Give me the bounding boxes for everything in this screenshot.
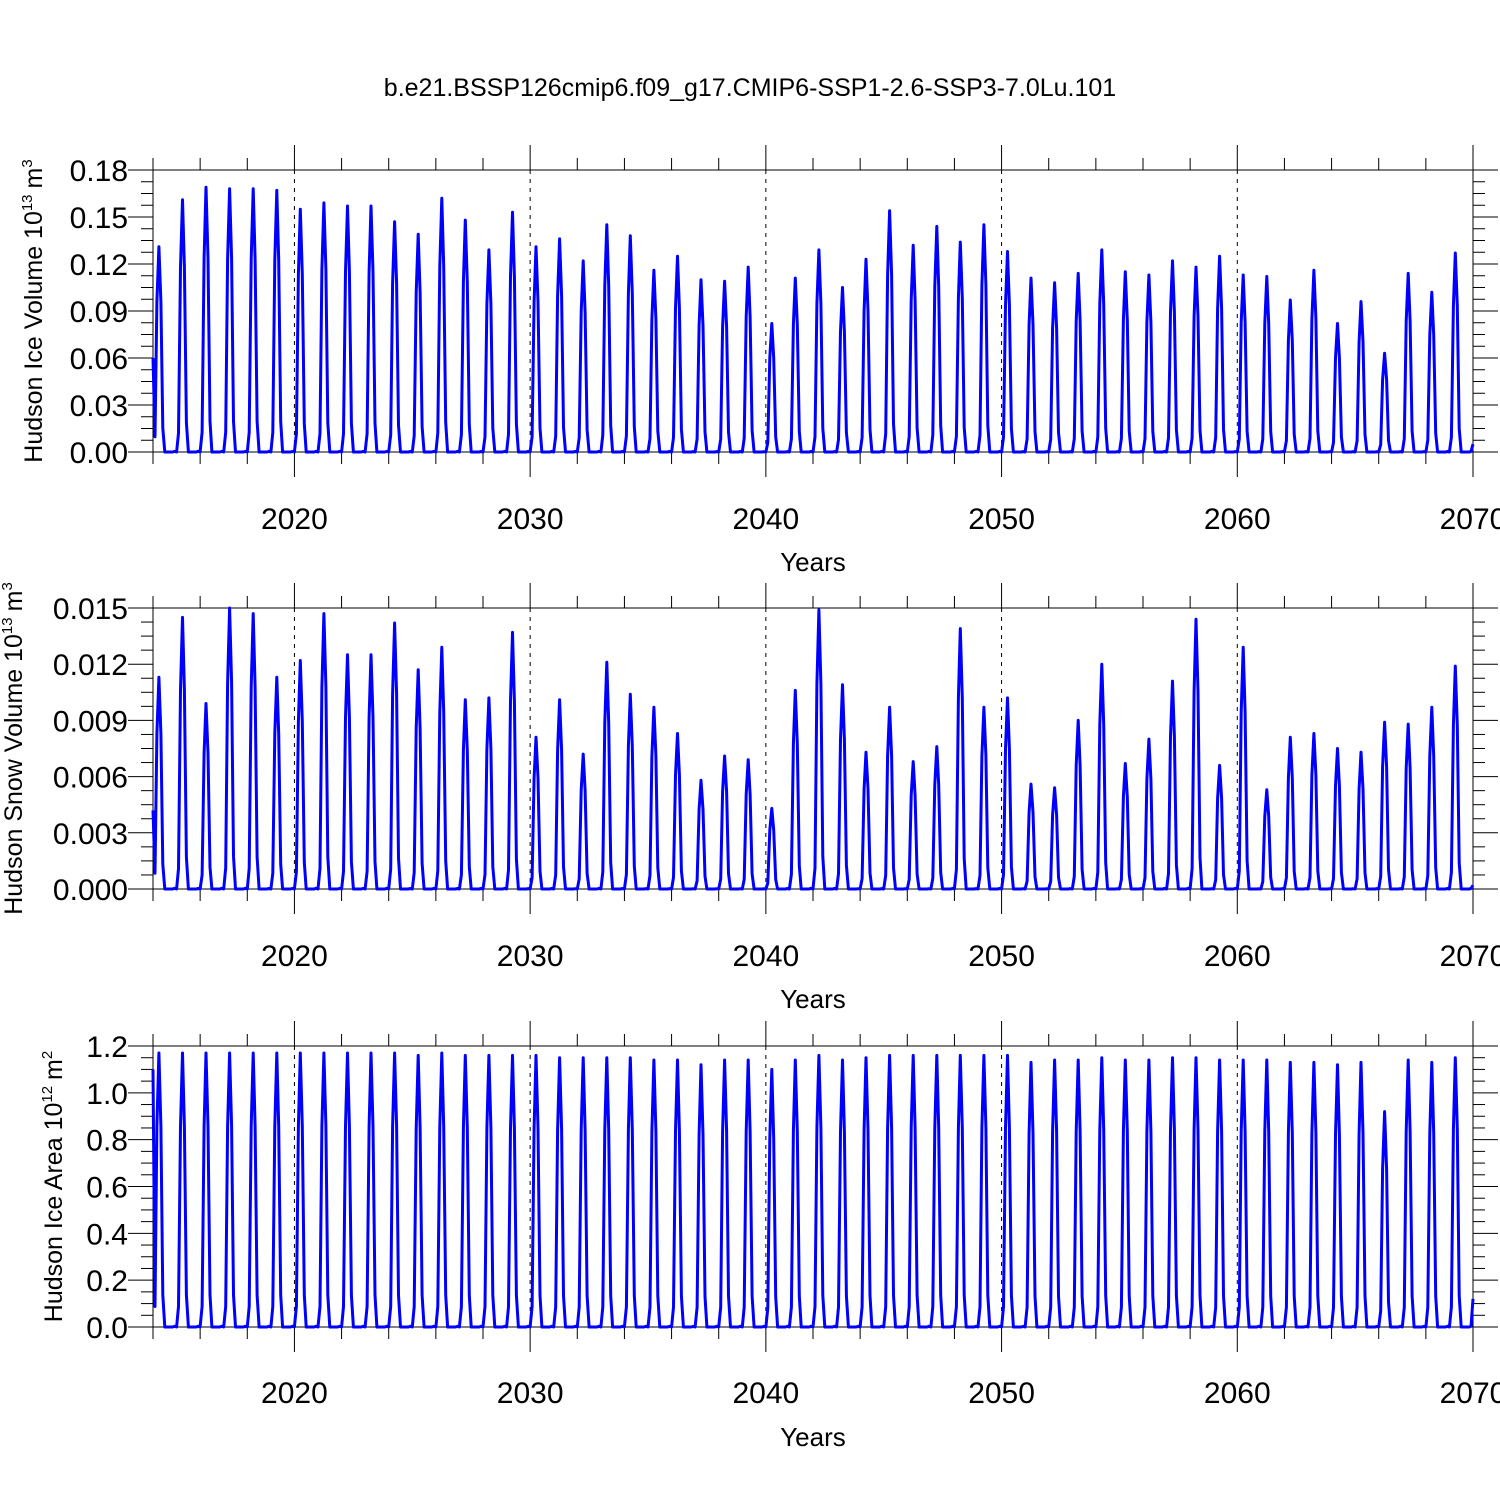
y-tick-label: 1.2 [86,1031,128,1064]
y-tick-label: 0.4 [86,1218,128,1251]
y-axis-label-unit: m [20,168,48,189]
x-tick-label: 2020 [261,503,328,536]
y-axis-label-exponent: 12 [39,1086,56,1103]
x-tick-label: 2040 [732,1377,799,1410]
y-axis-label: Hudson Ice Area 1012 m2 [39,1051,68,1322]
series-line [151,1051,1475,1329]
panel-2: 0.000 0.003 0.006 0.009 0.012 0.015 2020 2030 20… [0,582,1500,1014]
x-tick-label: 2070 [1440,503,1500,536]
y-tick-label: 0.2 [86,1265,128,1298]
y-tick-label: 0.012 [53,649,128,682]
y-tick-label: 0.6 [86,1172,128,1205]
y-tick-label: 0.015 [53,593,128,626]
x-tick-label: 2060 [1204,503,1271,536]
y-axis-label-unit-exponent: 3 [0,582,16,590]
x-tick-label: 2020 [261,940,328,973]
y-axis-label: Hudson Ice Volume 1013 m3 [19,159,48,462]
series-line [151,606,1475,891]
y-tick-label: 0.006 [53,762,128,795]
y-axis-label: Hudson Snow Volume 1013 m3 [0,582,28,915]
x-tick-label: 2070 [1440,940,1500,973]
y-tick-label: 0.000 [53,874,128,907]
y-axis-label-exponent: 13 [0,617,16,634]
y-tick-label: 1.0 [86,1078,128,1111]
x-tick-label: 2050 [968,503,1035,536]
x-tick-label: 2050 [968,940,1035,973]
y-axis-label-exponent: 13 [19,194,36,211]
y-axis-label-unit: m [40,1059,68,1080]
x-tick-label: 2070 [1440,1377,1500,1410]
x-axis-label: Years [780,547,846,577]
x-axis-label: Years [780,1422,846,1452]
y-tick-label: 0.0 [86,1312,128,1345]
y-axis-label-unit: m [0,591,28,612]
x-axis-label: Years [780,984,846,1014]
chart-title: b.e21.BSSP126cmip6.f09_g17.CMIP6-SSP1-2.… [384,74,1116,102]
x-tick-label: 2060 [1204,940,1271,973]
y-tick-label: 0.00 [70,437,128,470]
y-tick-label: 0.18 [70,155,128,188]
y-tick-label: 0.03 [70,390,128,423]
series-line [151,185,1475,454]
y-tick-label: 0.003 [53,818,128,851]
y-tick-label: 0.8 [86,1125,128,1158]
y-axis-label-text: Hudson Ice Volume 10 [20,211,48,463]
panel-3: 0.0 0.2 0.4 0.6 0.8 1.0 1.2 2020 2030 2040 2050 206… [39,1021,1500,1452]
y-axis-label-text: Hudson Snow Volume 10 [0,634,28,915]
x-tick-label: 2040 [732,503,799,536]
y-tick-label: 0.06 [70,343,128,376]
x-tick-label: 2020 [261,1377,328,1410]
y-tick-label: 0.009 [53,705,128,738]
x-tick-label: 2050 [968,1377,1035,1410]
x-tick-label: 2060 [1204,1377,1271,1410]
x-tick-label: 2030 [497,503,564,536]
y-axis-label-unit-exponent: 3 [19,159,36,167]
y-axis-label-unit-exponent: 2 [39,1051,56,1059]
y-tick-label: 0.15 [70,202,128,235]
x-tick-label: 2030 [497,1377,564,1410]
panel-1: 0.00 0.03 0.06 0.09 0.12 0.15 0.18 2020 2030 2040… [19,145,1500,577]
x-tick-label: 2040 [732,940,799,973]
y-tick-label: 0.12 [70,249,128,282]
y-tick-label: 0.09 [70,296,128,329]
x-tick-label: 2030 [497,940,564,973]
y-axis-label-text: Hudson Ice Area 10 [40,1103,68,1323]
